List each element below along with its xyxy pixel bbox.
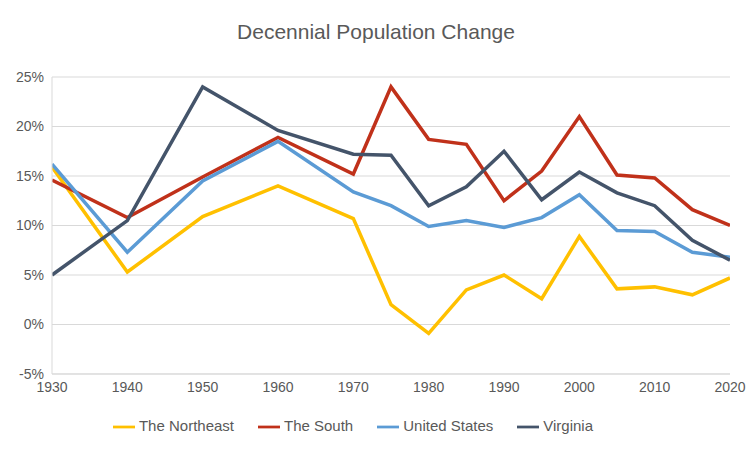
svg-text:1970: 1970 [338, 379, 369, 395]
svg-text:1930: 1930 [36, 378, 68, 395]
svg-text:10%: 10% [16, 217, 44, 233]
svg-text:1980: 1980 [413, 379, 444, 395]
svg-text:2000: 2000 [564, 379, 595, 395]
svg-text:25%: 25% [16, 69, 44, 85]
svg-text:2020: 2020 [714, 379, 744, 395]
html-text:United States: United States [403, 417, 494, 434]
svg-text:5%: 5% [24, 267, 44, 283]
svg-text:20%: 20% [16, 118, 44, 134]
html-text:Decennial Population Change: Decennial Population Change [237, 20, 515, 43]
svg-text:-5%: -5% [19, 366, 44, 382]
svg-text:0%: 0% [24, 316, 44, 332]
html-text:The South: The South [284, 417, 354, 434]
html-text:Virginia: Virginia [543, 417, 593, 434]
svg-text:1950: 1950 [187, 379, 218, 395]
html-text:The Northeast: The Northeast [139, 417, 234, 434]
svg-text:1960: 1960 [262, 379, 293, 395]
svg-text:1940: 1940 [112, 379, 143, 395]
svg-text:2010: 2010 [639, 379, 670, 395]
svg-text:15%: 15% [16, 168, 44, 184]
svg-text:1990: 1990 [488, 379, 519, 395]
